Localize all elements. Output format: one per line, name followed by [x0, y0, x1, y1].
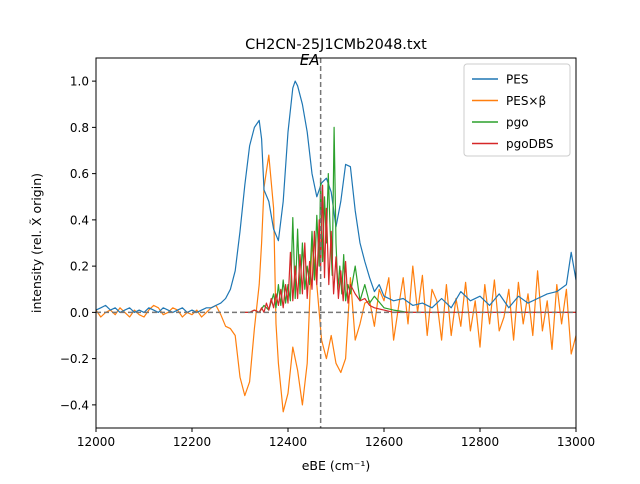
y-tick-label: 0.0	[70, 306, 89, 320]
y-tick-label: 0.4	[70, 213, 89, 227]
legend-label: pgo	[506, 116, 529, 130]
x-tick-label: 13000	[557, 435, 595, 449]
chart-title: CH2CN-25J1CMb2048.txt	[245, 37, 427, 53]
x-tick-label: 12600	[365, 435, 403, 449]
x-axis-ticks: 12000 12200 12400 12600 12800 13000	[77, 428, 595, 449]
series-layer	[96, 80, 576, 413]
y-axis-ticks: −0.4 −0.2 0.0 0.2 0.4 0.6 0.8 1.0	[60, 75, 96, 412]
y-tick-label: 0.8	[70, 121, 89, 135]
x-axis-label: eBE (cm⁻¹)	[302, 458, 371, 473]
y-axis-label: intensity (rel. X̃ origin)	[29, 173, 44, 313]
x-tick-label: 12200	[173, 435, 211, 449]
x-tick-label: 12800	[461, 435, 499, 449]
y-tick-label: 0.6	[70, 167, 89, 181]
axes-frame	[95, 57, 577, 429]
series-line-pes	[96, 80, 576, 313]
y-tick-label: 1.0	[70, 75, 89, 89]
ea-annotation-label: EA	[300, 51, 320, 69]
legend: PES PES×β pgo pgoDBS	[463, 63, 571, 157]
legend-box	[463, 63, 571, 157]
legend-label: PES	[506, 73, 528, 87]
legend-label: PES×β	[506, 94, 546, 108]
x-tick-label: 12400	[269, 435, 307, 449]
y-tick-label: −0.4	[60, 398, 89, 412]
reference-lines	[96, 58, 576, 428]
y-tick-label: 0.2	[70, 260, 89, 274]
x-tick-label: 12000	[77, 435, 115, 449]
series-line-pgodbs	[240, 184, 576, 313]
y-tick-label: −0.2	[60, 352, 89, 366]
legend-label: pgoDBS	[506, 137, 553, 151]
